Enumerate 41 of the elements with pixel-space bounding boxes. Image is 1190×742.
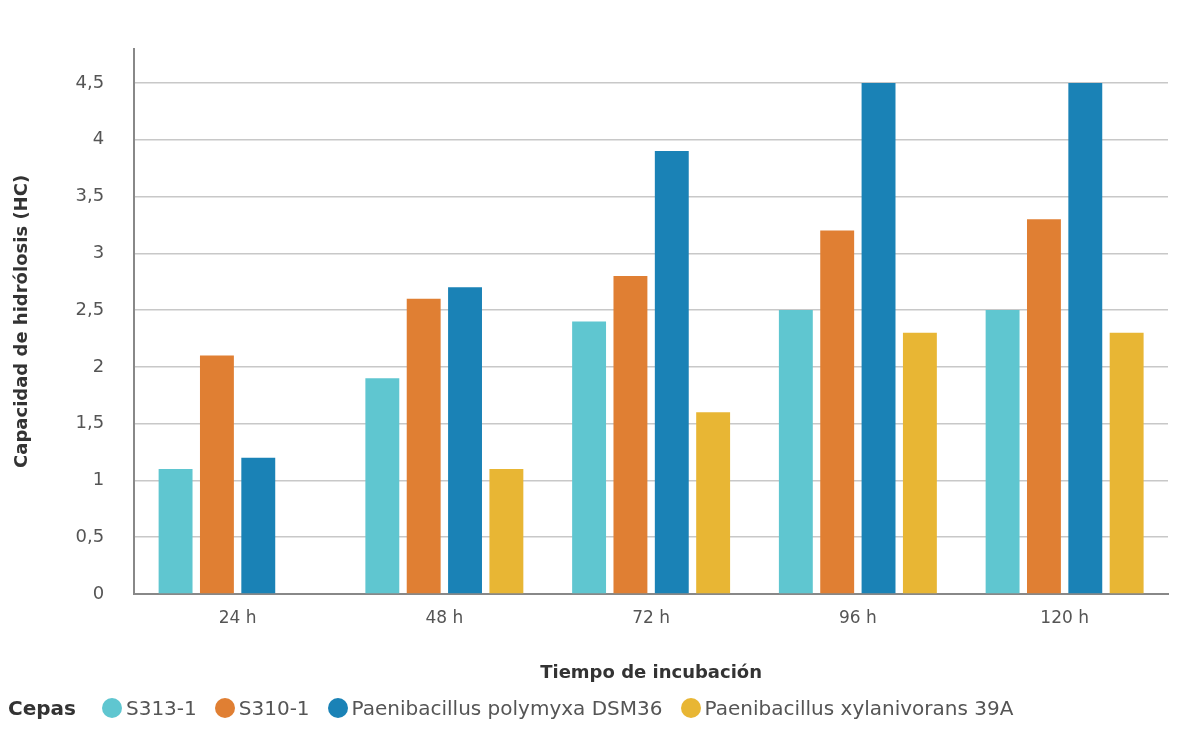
y-tick-label: 0,5 (75, 524, 105, 546)
bar (572, 321, 607, 594)
bar (1109, 332, 1144, 594)
bar (902, 332, 937, 594)
x-tick-label: 72 h (632, 606, 671, 627)
x-tick-label: 48 h (425, 606, 464, 627)
y-tick-label: 3 (92, 240, 105, 262)
bar (365, 378, 400, 594)
y-tick-label: 4 (92, 127, 105, 149)
y-tick-label: 2 (92, 354, 105, 376)
bar (1068, 82, 1103, 594)
bar (654, 151, 689, 594)
bar (778, 310, 813, 594)
y-tick-label: 3,5 (75, 184, 105, 206)
bar (406, 298, 441, 594)
y-tick-label: 0 (92, 581, 105, 603)
bar (820, 230, 855, 594)
bar (489, 469, 524, 594)
y-tick-label: 2,5 (75, 297, 105, 319)
legend-label: S313-1 (125, 696, 197, 720)
y-tick-label: 4,5 (75, 70, 105, 92)
bar (158, 469, 193, 594)
bar (613, 275, 648, 594)
legend-label: S310-1 (238, 696, 310, 720)
bar (448, 287, 482, 594)
x-tick-label: 120 h (1040, 606, 1089, 627)
y-axis-title: Capacidad de hidrólosis (HC) (10, 174, 32, 468)
bar (241, 457, 276, 594)
x-axis-title: Tiempo de incubación (540, 660, 763, 682)
bar (861, 82, 896, 594)
bar (985, 310, 1020, 594)
legend-label: Paenibacillus polymyxa DSM36 (351, 696, 663, 720)
bar (1026, 219, 1061, 594)
legend-title: Cepas (8, 696, 76, 720)
legend-label: Paenibacillus xylanivorans 39A (704, 696, 1014, 720)
x-tick-label: 24 h (218, 606, 257, 627)
bar (696, 412, 731, 594)
y-tick-label: 1 (92, 468, 105, 490)
bar (199, 355, 234, 594)
x-tick-label: 96 h (838, 606, 877, 627)
y-tick-label: 1,5 (75, 411, 105, 433)
